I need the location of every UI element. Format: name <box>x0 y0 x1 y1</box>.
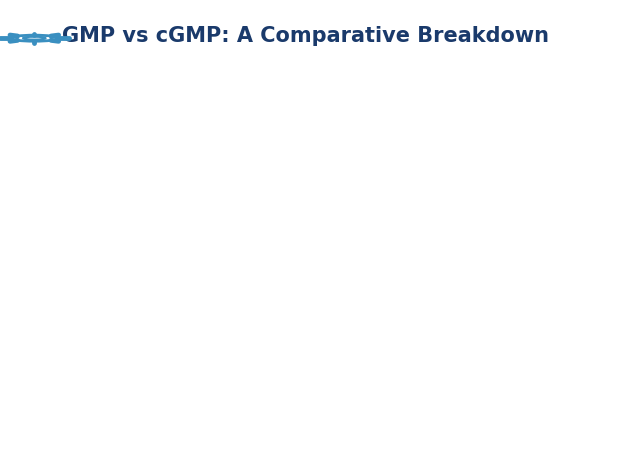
Text: Focus: Focus <box>44 208 82 221</box>
Text: Proactively identifies, monitors, and mitigates risks
throughout the manufacturi: Proactively identifies, monitors, and mi… <box>369 342 624 365</box>
Text: Digital systems, such as electronic batch records (EBRs),
enable streamlined rec: Digital systems, such as electronic batc… <box>354 405 624 441</box>
Text: FEATURES: FEATURES <box>31 91 95 101</box>
Text: Definition: Definition <box>31 138 95 151</box>
Text: Relies on traditional tools and methods with limited
automation or real-time cap: Relies on traditional tools and methods … <box>119 272 377 295</box>
Text: Documentation: Documentation <box>12 417 114 430</box>
Text: GMP: GMP <box>232 89 264 102</box>
Text: GMP vs cGMP: A Comparative Breakdown: GMP vs cGMP: A Comparative Breakdown <box>62 26 549 46</box>
Text: CGMP: CGMP <box>477 89 517 102</box>
Text: Technology: Technology <box>26 278 100 291</box>
Text: Foundational guidelines for manufacturing quality
control, ensuring consistency : Foundational guidelines for manufacturin… <box>123 133 373 156</box>
Text: Proactive adaptation to emerging risks, technologies,
and global regulatory dema: Proactive adaptation to emerging risks, … <box>363 203 624 226</box>
Text: A dynamic framework focused on continuous
improvement and modernization to meet : A dynamic framework focused on continuou… <box>371 127 623 162</box>
Text: Leverages automation, real-time data analytics, and
advanced validation techniqu: Leverages automation, real-time data ana… <box>362 266 624 302</box>
Text: Reactive approach, addressing quality issues only
after they arise: Reactive approach, addressing quality is… <box>123 342 373 365</box>
Text: Basic compliance with established manufacturing
protocols to meet industry stand: Basic compliance with established manufa… <box>124 203 373 226</box>
Text: Primarily paper-based records and batch
documentation, which can be labor-intens: Primarily paper-based records and batch … <box>124 405 372 441</box>
Text: Risk Management: Risk Management <box>4 347 122 360</box>
